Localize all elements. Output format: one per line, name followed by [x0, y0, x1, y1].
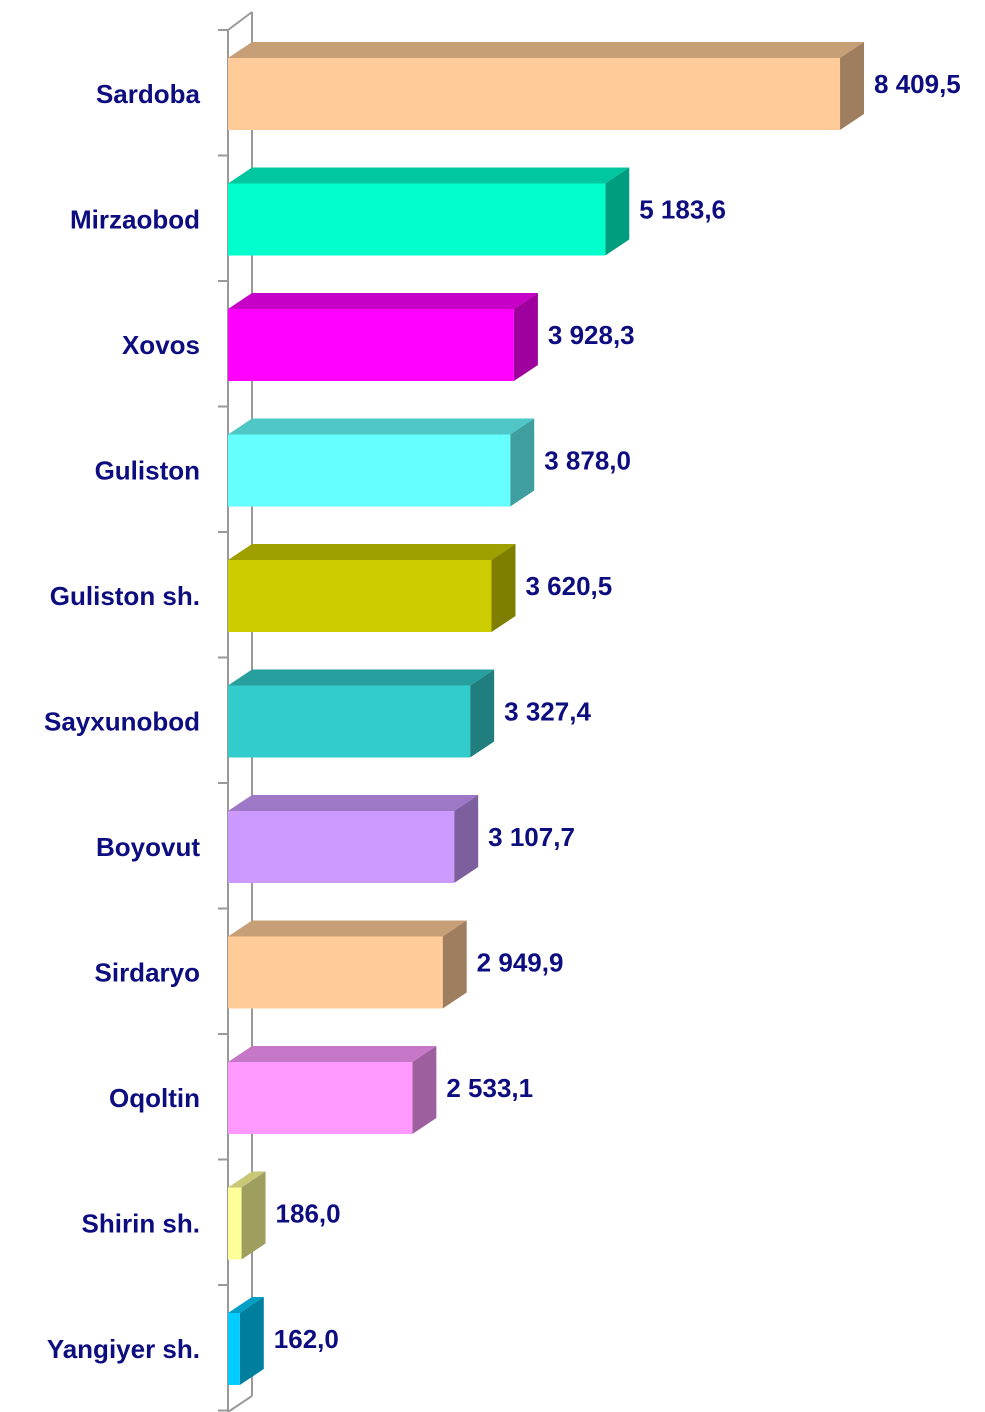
category-label: Guliston sh. — [50, 581, 200, 611]
value-label: 2 533,1 — [446, 1073, 533, 1103]
bar — [228, 167, 630, 256]
category-label: Mirzaobod — [70, 204, 200, 234]
bar-side — [239, 1297, 264, 1385]
category-label: Sardoba — [96, 79, 201, 109]
bar-top — [228, 42, 865, 58]
value-label: 186,0 — [276, 1198, 341, 1228]
bar — [228, 669, 495, 758]
axis-top-line — [227, 11, 253, 31]
bar-top — [228, 167, 630, 184]
bar-front — [228, 811, 455, 883]
category-label: Sayxunobod — [44, 706, 200, 736]
bar-side — [491, 544, 516, 632]
bar-side — [605, 167, 630, 256]
bar-top — [228, 544, 516, 560]
bar-top — [228, 669, 495, 686]
bar-side — [840, 42, 865, 130]
bar-front — [228, 183, 606, 256]
value-label: 3 327,4 — [504, 696, 591, 726]
bar-side — [513, 293, 538, 381]
value-label: 8 409,5 — [874, 69, 961, 99]
category-label: Xovos — [122, 330, 200, 360]
category-label: Oqoltin — [109, 1083, 200, 1113]
bar-top — [228, 920, 467, 937]
bar-top — [228, 293, 538, 309]
category-label: Boyovut — [96, 832, 200, 862]
bar-side — [454, 795, 479, 883]
value-label: 3 928,3 — [548, 320, 635, 350]
category-label: Sirdaryo — [95, 957, 201, 987]
bar-top — [228, 1171, 266, 1188]
bar-top — [228, 1046, 437, 1062]
bar-front — [228, 1313, 240, 1385]
bar-front — [228, 560, 492, 632]
bar-front — [228, 1062, 413, 1134]
bar-front — [228, 936, 443, 1009]
bar-side — [510, 418, 535, 507]
bar-front — [228, 58, 841, 130]
bar — [228, 1171, 266, 1260]
bar — [228, 418, 535, 507]
bar-front — [228, 685, 471, 758]
bar-top — [228, 795, 479, 811]
bar — [228, 795, 479, 883]
bar — [228, 544, 516, 632]
bar — [228, 920, 467, 1009]
bar-front — [228, 434, 511, 507]
category-label: Yangiyer sh. — [47, 1334, 200, 1364]
bar-top — [228, 418, 535, 435]
category-label: Guliston — [95, 455, 200, 485]
bar — [228, 1046, 437, 1134]
axis-bottom-line — [227, 1395, 253, 1412]
bar — [228, 42, 865, 130]
bar-top — [228, 1297, 264, 1313]
value-label: 3 620,5 — [525, 571, 612, 601]
bar — [228, 293, 538, 381]
value-label: 2 949,9 — [477, 947, 564, 977]
value-label: 3 107,7 — [488, 822, 575, 852]
bar — [228, 1297, 264, 1385]
value-label: 3 878,0 — [544, 445, 631, 475]
value-label: 5 183,6 — [639, 194, 726, 224]
bar-side — [442, 920, 467, 1009]
value-label: 162,0 — [274, 1324, 339, 1354]
bar-side — [470, 669, 495, 758]
bar-side — [241, 1171, 266, 1260]
bar-front — [228, 1187, 242, 1260]
category-label: Shirin sh. — [82, 1208, 200, 1238]
bar-side — [412, 1046, 437, 1134]
bar-front — [228, 309, 514, 381]
